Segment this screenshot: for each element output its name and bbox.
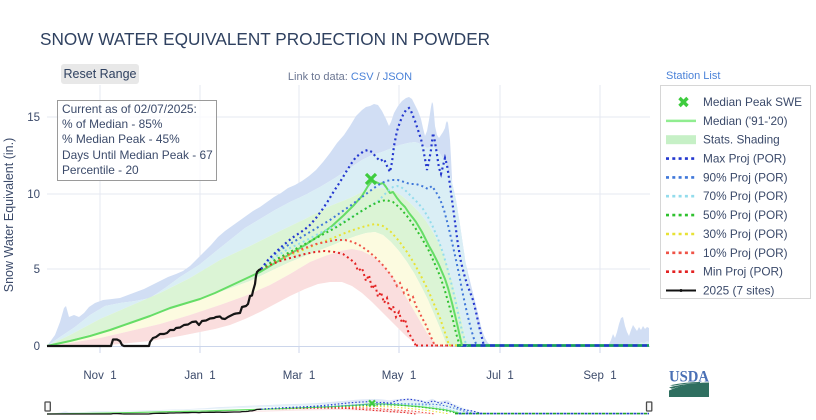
- svg-text:5: 5: [34, 264, 40, 276]
- svg-text:Max Proj (POR): Max Proj (POR): [703, 152, 786, 166]
- svg-text:30% Proj (POR): 30% Proj (POR): [703, 227, 788, 241]
- svg-text:50% Proj (POR): 50% Proj (POR): [703, 208, 788, 222]
- svg-text:90% Proj (POR): 90% Proj (POR): [703, 170, 788, 184]
- svg-text:Snow Water Equivalent (in.): Snow Water Equivalent (in.): [2, 138, 16, 292]
- svg-text:10% Proj (POR): 10% Proj (POR): [703, 246, 788, 260]
- svg-text:Jul 1: Jul 1: [486, 370, 514, 382]
- svg-text:Mar 1: Mar 1: [283, 370, 316, 382]
- svg-text:Median ('91-'20): Median ('91-'20): [703, 114, 788, 128]
- svg-text:Nov 1: Nov 1: [83, 370, 116, 382]
- svg-text:2025 (7 sites): 2025 (7 sites): [703, 284, 775, 298]
- svg-text:0: 0: [34, 341, 40, 353]
- svg-text:15: 15: [27, 112, 40, 124]
- svg-text:70% Proj (POR): 70% Proj (POR): [703, 189, 788, 203]
- svg-text:Stats. Shading: Stats. Shading: [703, 133, 780, 147]
- svg-text:Sep 1: Sep 1: [583, 370, 616, 382]
- svg-text:May 1: May 1: [382, 370, 417, 382]
- svg-text:Jan 1: Jan 1: [184, 370, 215, 382]
- svg-text:USDA: USDA: [669, 369, 709, 386]
- svg-text:Min Proj (POR): Min Proj (POR): [703, 265, 783, 279]
- svg-text:Median Peak SWE: Median Peak SWE: [703, 95, 802, 109]
- svg-text:10: 10: [27, 189, 40, 201]
